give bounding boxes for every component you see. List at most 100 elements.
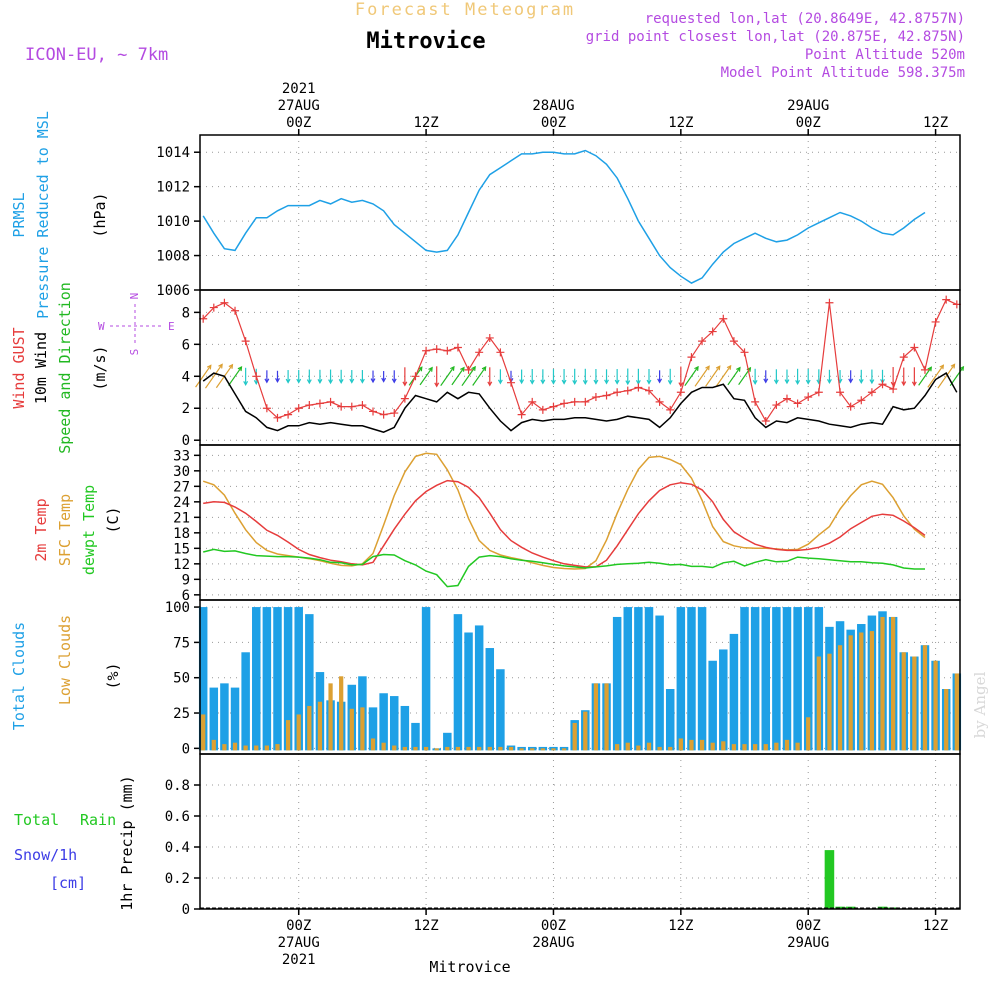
gust-point bbox=[231, 306, 240, 315]
low-cloud-bar bbox=[445, 746, 450, 751]
gust-point bbox=[294, 404, 303, 413]
wind-arrow-head bbox=[805, 379, 811, 385]
low-cloud-bar bbox=[243, 745, 248, 751]
low-cloud-bar bbox=[774, 742, 779, 751]
wind-arrow-head bbox=[306, 379, 312, 385]
low-cloud-bar bbox=[859, 632, 864, 751]
gust-point bbox=[369, 407, 378, 416]
precip-unit: 1hr Precip (mm) bbox=[118, 775, 136, 910]
low-cloud-bar bbox=[604, 683, 609, 751]
wind-arrow-head bbox=[338, 378, 344, 385]
low-cloud-bar bbox=[753, 744, 758, 751]
gust-point bbox=[241, 337, 250, 346]
compass-n: N bbox=[128, 293, 141, 300]
y-tick-label: 1006 bbox=[156, 283, 190, 299]
rain-bar bbox=[835, 906, 845, 909]
low-cloud-bar bbox=[466, 746, 471, 751]
y-tick-label: 24 bbox=[173, 495, 190, 511]
wind-arrow-head bbox=[519, 379, 525, 385]
low-cloud-bar bbox=[423, 746, 429, 751]
gust-point bbox=[740, 348, 749, 357]
low-cloud-bar bbox=[763, 744, 768, 751]
wind-arrow-head bbox=[370, 378, 376, 384]
gust-point bbox=[400, 394, 409, 403]
wind-arrow-head bbox=[428, 366, 433, 372]
x-label-bottom: 00Z bbox=[541, 918, 566, 934]
wind-arrow-head bbox=[391, 378, 397, 384]
gust-point bbox=[220, 298, 229, 307]
wind-arrow-head bbox=[848, 378, 854, 384]
low-cloud-bar bbox=[678, 738, 683, 751]
wind-arrow-head bbox=[359, 378, 365, 384]
total-cloud-bar bbox=[305, 614, 314, 751]
x-label-top: 00Z bbox=[286, 115, 311, 131]
wind-arrow bbox=[705, 365, 721, 387]
wind-unit: (m/s) bbox=[91, 345, 109, 390]
y-tick-label: 18 bbox=[173, 526, 190, 542]
y-tick-label: 21 bbox=[173, 510, 190, 526]
total-cloud-bar bbox=[443, 732, 452, 751]
low-cloud-bar bbox=[201, 714, 206, 751]
gust-point bbox=[538, 405, 547, 414]
temp-label-b: SFC Temp bbox=[56, 494, 74, 566]
wind-line bbox=[202, 372, 958, 433]
y-tick-label: 0.2 bbox=[165, 871, 190, 887]
total-cloud-bar bbox=[453, 614, 463, 751]
total-cloud-bar bbox=[474, 625, 484, 751]
x-label-bottom: 29AUG bbox=[787, 935, 829, 951]
low-cloud-bar bbox=[869, 631, 875, 751]
total-cloud-bar bbox=[485, 648, 495, 751]
gust-point bbox=[591, 393, 600, 402]
wind-arrow-head bbox=[471, 365, 476, 371]
low-cloud-bar bbox=[922, 645, 928, 751]
gust-point bbox=[443, 346, 452, 355]
low-cloud-bar bbox=[211, 739, 216, 751]
low-cloud-bar bbox=[508, 746, 514, 751]
low-cloud-bar bbox=[530, 748, 535, 751]
wind-arrow bbox=[461, 366, 476, 387]
gust-point bbox=[623, 386, 632, 395]
x-label-bottom: 00Z bbox=[286, 918, 311, 934]
wind-arrow-head bbox=[243, 380, 249, 387]
wind-arrow-head bbox=[667, 379, 673, 386]
low-cloud-bar bbox=[413, 746, 418, 751]
low-cloud-bar bbox=[455, 746, 461, 751]
wind-arrow-head bbox=[434, 382, 440, 388]
gust-point bbox=[814, 388, 823, 397]
total-cloud-bar bbox=[209, 687, 219, 751]
gust-point bbox=[422, 346, 431, 355]
pressure-label-a: PRMSL bbox=[10, 192, 28, 237]
y-tick-label: 12 bbox=[173, 557, 190, 573]
y-tick-label: 0 bbox=[182, 902, 190, 918]
x-label-top: 00Z bbox=[541, 115, 566, 131]
gust-point bbox=[453, 343, 462, 352]
y-tick-label: 1014 bbox=[156, 145, 190, 161]
y-tick-label: 2 bbox=[182, 401, 190, 417]
low-cloud-bar bbox=[657, 746, 662, 751]
low-cloud-bar bbox=[561, 748, 567, 751]
x-label-bottom: 12Z bbox=[668, 918, 693, 934]
y-tick-label: 15 bbox=[173, 541, 190, 557]
low-cloud-bar bbox=[827, 653, 832, 751]
wind-arrow-head bbox=[206, 364, 212, 370]
dewpt-line bbox=[203, 548, 925, 588]
wind-arrow-head bbox=[927, 366, 932, 372]
gust-point bbox=[825, 298, 834, 307]
gust-point bbox=[889, 385, 898, 394]
gust-point bbox=[846, 402, 855, 411]
wind-arrow bbox=[918, 366, 932, 386]
wind-arrow-head bbox=[869, 379, 875, 385]
wind-arrow-head bbox=[237, 366, 243, 372]
low-cloud-bar bbox=[689, 739, 694, 751]
total-cloud-bar bbox=[612, 616, 622, 751]
wind-arrow bbox=[472, 366, 487, 386]
wind-arrow-head bbox=[657, 378, 663, 384]
wind-arrow-head bbox=[572, 379, 578, 386]
gust-point bbox=[708, 327, 717, 336]
gust-point bbox=[528, 397, 537, 406]
low-cloud-bar bbox=[912, 656, 917, 751]
wind-arrow-head bbox=[959, 365, 965, 371]
plot-area: 1006100810101012101402468691215182124273… bbox=[156, 81, 965, 968]
gust-point bbox=[804, 393, 813, 402]
wind-arrow bbox=[419, 367, 433, 386]
